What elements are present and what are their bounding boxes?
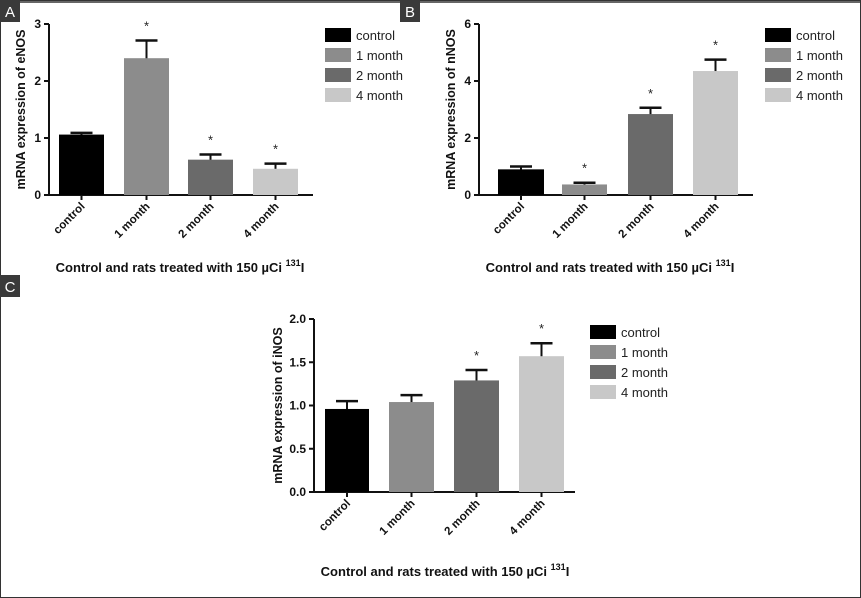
- significance-marker: *: [208, 133, 213, 148]
- y-tick-label: 6: [464, 17, 471, 31]
- legend-label: 1 month: [796, 48, 843, 63]
- legend-swatch: [590, 385, 616, 399]
- significance-marker: *: [273, 142, 278, 157]
- legend-swatch: [325, 48, 351, 62]
- legend-swatch: [325, 68, 351, 82]
- y-tick-label: 4: [464, 74, 471, 88]
- bar-1-month: [389, 402, 434, 492]
- legend-label: 2 month: [356, 68, 403, 83]
- legend-label: 2 month: [621, 365, 668, 380]
- significance-marker: *: [144, 19, 149, 34]
- legend-swatch: [590, 345, 616, 359]
- legend-label: 4 month: [621, 385, 668, 400]
- bar-control: [498, 169, 544, 195]
- panel-label: C: [5, 279, 16, 296]
- significance-marker: *: [713, 38, 718, 53]
- bar-control: [325, 408, 369, 492]
- y-tick-label: 2: [34, 74, 41, 88]
- significance-marker: *: [582, 161, 587, 176]
- legend-swatch: [765, 48, 791, 62]
- y-tick-label: 1.5: [289, 355, 306, 369]
- panel-label-box: [0, 275, 20, 297]
- bar-1-month: [124, 58, 169, 196]
- x-axis-title-superscript: 131: [716, 258, 731, 268]
- panel-label-box: [400, 0, 420, 22]
- legend-label: 2 month: [796, 68, 843, 83]
- legend-label: 1 month: [356, 48, 403, 63]
- legend-swatch: [325, 28, 351, 42]
- legend-swatch: [590, 325, 616, 339]
- legend-label: control: [621, 325, 660, 340]
- bar-4-month: [519, 356, 564, 492]
- y-tick-label: 3: [34, 17, 41, 31]
- significance-marker: *: [539, 321, 544, 336]
- legend-swatch: [325, 88, 351, 102]
- x-axis-title-isotope: I: [301, 260, 305, 275]
- legend-label: 4 month: [796, 88, 843, 103]
- significance-marker: *: [474, 348, 479, 363]
- x-axis-title-text: Control and rats treated with 150 µCi: [321, 564, 551, 579]
- bar-1-month: [562, 184, 607, 195]
- bar-2-month: [454, 380, 499, 492]
- bar-2-month: [188, 159, 233, 195]
- x-axis-title: Control and rats treated with 150 µCi 13…: [56, 258, 305, 275]
- significance-marker: *: [648, 86, 653, 101]
- x-axis-title: Control and rats treated with 150 µCi 13…: [486, 258, 735, 275]
- bar-control: [59, 134, 104, 195]
- y-axis-label: mRNA expression of iNOS: [271, 327, 285, 484]
- y-tick-label: 2: [464, 131, 471, 145]
- y-tick-label: 0: [34, 188, 41, 202]
- y-axis-label: mRNA expression of eNOS: [14, 30, 28, 190]
- legend-label: 4 month: [356, 88, 403, 103]
- bar-4-month: [693, 71, 738, 195]
- x-axis-title-text: Control and rats treated with 150 µCi: [56, 260, 286, 275]
- panel-C: C 0.0 0.5 1.0 1.5 2.0 mRNA expression of iNOS c…: [0, 275, 668, 579]
- legend-label: control: [356, 28, 395, 43]
- legend-swatch: [765, 88, 791, 102]
- x-axis-title-superscript: 131: [551, 562, 566, 572]
- x-axis-title-superscript: 131: [286, 258, 301, 268]
- bar-2-month: [628, 114, 673, 195]
- x-axis-title: Control and rats treated with 150 µCi 13…: [321, 562, 570, 579]
- x-axis-title-isotope: I: [731, 260, 735, 275]
- y-axis-label: mRNA expression of nNOS: [444, 29, 458, 190]
- legend-label: control: [796, 28, 835, 43]
- legend-swatch: [765, 28, 791, 42]
- y-tick-label: 0: [464, 188, 471, 202]
- y-tick-label: 0.5: [289, 442, 306, 456]
- panel-label: A: [5, 4, 15, 21]
- legend-swatch: [765, 68, 791, 82]
- panel-label-box: [0, 0, 20, 22]
- bar-4-month: [253, 168, 298, 195]
- y-tick-label: 1: [34, 131, 41, 145]
- panel-label: B: [405, 4, 415, 21]
- legend-swatch: [590, 365, 616, 379]
- y-tick-label: 0.0: [289, 485, 306, 499]
- x-axis-title-text: Control and rats treated with 150 µCi: [486, 260, 716, 275]
- y-tick-label: 2.0: [289, 312, 306, 326]
- y-tick-label: 1.0: [289, 399, 306, 413]
- x-axis-title-isotope: I: [566, 564, 570, 579]
- legend-label: 1 month: [621, 345, 668, 360]
